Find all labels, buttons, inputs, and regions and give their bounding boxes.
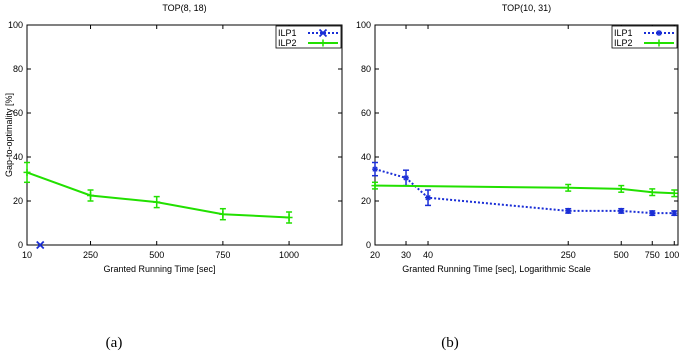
p1-panel-caption: (a)	[106, 335, 123, 351]
p1-data-point	[219, 210, 227, 218]
p1-data-point	[87, 192, 95, 199]
p2-plot-frame	[374, 24, 679, 246]
p2-y-tick-label: 60	[361, 108, 371, 118]
p1-legend-marker	[318, 28, 328, 38]
p2-x-axis-label: Granted Running Time [sec], Logarithmic …	[402, 264, 591, 274]
p2-x-tick-label: 500	[614, 250, 629, 260]
p2-data-point	[670, 189, 678, 197]
p2-legend-marker	[656, 30, 662, 36]
p2-x-tick-label: 40	[423, 250, 433, 260]
p2-data-point	[618, 207, 625, 214]
p1-plot-frame	[26, 24, 343, 246]
p1-x-tick-label: 10	[22, 250, 32, 260]
p2-data-point	[372, 166, 378, 173]
p2-data-point	[617, 185, 625, 193]
p1-x-tick-label: 1000	[279, 250, 299, 260]
p2-x-tick-label: 250	[561, 250, 576, 260]
p2-legend-label-ilp2: ILP2	[614, 38, 633, 48]
p2-chart-title: TOP(10, 31)	[502, 3, 551, 13]
p2-y-tick-label: 100	[356, 20, 371, 30]
p2-series-line-ilp2	[374, 184, 675, 195]
p2-data-point	[565, 207, 572, 214]
p1-x-axis-label: Granted Running Time [sec]	[103, 264, 215, 274]
p1-chart-title: TOP(8, 18)	[162, 3, 206, 13]
p2-data-point	[403, 174, 410, 181]
p1-x-tick-label: 500	[149, 250, 164, 260]
p2-data-point	[564, 184, 572, 192]
p1-y-tick-label: 20	[13, 196, 23, 206]
p2-data-point	[425, 194, 432, 201]
p1-y-axis-label: Gap-to-optimality [%]	[4, 93, 14, 177]
p1-data-point	[285, 214, 293, 221]
p2-series-line-ilp1	[374, 168, 675, 215]
p2-data-point	[648, 188, 656, 196]
p1-y-tick-label: 60	[13, 108, 23, 118]
p2-x-tick-label: 20	[370, 250, 380, 260]
p2-panel-caption: (b)	[441, 335, 459, 351]
p2-legend-label-ilp1: ILP1	[614, 28, 633, 38]
p1-x-tick-label: 250	[83, 250, 98, 260]
p2-x-tick-label: 1000	[664, 250, 679, 260]
p1-data-point	[36, 240, 45, 250]
p1-y-tick-label: 0	[18, 240, 23, 250]
p1-y-tick-label: 40	[13, 152, 23, 162]
p1-y-tick-label: 80	[13, 64, 23, 74]
p1-x-tick-label: 750	[215, 250, 230, 260]
p2-y-tick-label: 0	[366, 240, 371, 250]
p2-data-point	[649, 210, 656, 217]
p2-data-point	[371, 182, 379, 190]
p2-y-tick-label: 20	[361, 196, 371, 206]
p2-y-tick-label: 40	[361, 152, 371, 162]
p1-legend-label-ilp2: ILP2	[278, 38, 297, 48]
p2-data-point	[671, 210, 678, 217]
p1-data-point	[23, 168, 31, 176]
p1-data-point	[153, 198, 161, 206]
p2-x-tick-label: 750	[645, 250, 660, 260]
p1-y-tick-label: 100	[8, 20, 23, 30]
p1-legend-label-ilp1: ILP1	[278, 28, 297, 38]
p2-x-tick-label: 30	[401, 250, 411, 260]
p1-series-line-ilp2	[26, 171, 290, 219]
p2-y-tick-label: 80	[361, 64, 371, 74]
